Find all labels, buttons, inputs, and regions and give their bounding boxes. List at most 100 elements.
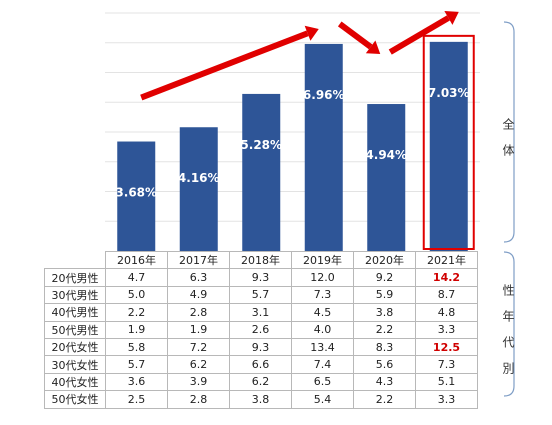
bracket-demographic xyxy=(503,251,515,397)
trend-arrow-head xyxy=(444,11,459,25)
row-label: 20代女性 xyxy=(44,337,106,357)
table-cell: 6.2 xyxy=(167,355,230,374)
table-cell: 3.6 xyxy=(105,372,168,392)
bar xyxy=(367,104,406,251)
bar-value-label: 4.94% xyxy=(365,148,407,162)
table-cell: 2.2 xyxy=(105,303,168,322)
year-header: 2018年 xyxy=(229,250,292,270)
bar-value-label: 4.16% xyxy=(178,171,220,185)
table-cell: 8.7 xyxy=(415,285,478,305)
year-header: 2021年 xyxy=(415,250,478,270)
bar xyxy=(179,127,218,251)
bracket-total xyxy=(503,21,515,243)
table-row: 20代女性 5.8 7.2 9.3 13.4 8.3 12.5 xyxy=(44,337,478,357)
table-row: 40代女性 3.6 3.9 6.2 6.5 4.3 5.1 xyxy=(44,372,478,392)
table-cell: 7.3 xyxy=(415,355,478,374)
table-cell: 1.9 xyxy=(105,320,168,339)
year-header: 2019年 xyxy=(291,250,354,270)
row-label: 30代女性 xyxy=(44,355,106,374)
table-cell: 3.3 xyxy=(415,320,478,339)
table-cell: 6.2 xyxy=(229,372,292,392)
bar-value-label: 7.03% xyxy=(428,86,470,100)
side-label-demographic: 性年代別 xyxy=(501,284,515,388)
table-cell: 4.9 xyxy=(167,285,230,305)
trend-arrow-head xyxy=(365,40,381,55)
table-cell: 12.0 xyxy=(291,268,354,287)
row-label: 40代男性 xyxy=(44,303,106,322)
table-corner xyxy=(44,251,106,270)
table-cell: 6.3 xyxy=(167,268,230,287)
table-cell: 2.8 xyxy=(167,390,230,409)
table-cell: 5.6 xyxy=(353,355,416,374)
table-cell: 2.5 xyxy=(105,390,168,409)
year-header: 2017年 xyxy=(167,250,230,270)
table-row: 20代男性 4.7 6.3 9.3 12.0 9.2 14.2 xyxy=(44,268,478,287)
table-cell: 9.2 xyxy=(353,268,416,287)
bars: 3.68% 4.16% 5.28% 6.96% 4.94% 7.03% xyxy=(115,34,475,251)
table-cell: 1.9 xyxy=(167,320,230,339)
side-label-total: 全体 xyxy=(501,118,515,170)
trend-arrow-shaft xyxy=(140,30,309,101)
row-label: 20代男性 xyxy=(44,268,106,287)
table-cell: 8.3 xyxy=(353,337,416,357)
table-cell: 5.0 xyxy=(105,285,168,305)
row-label: 50代男性 xyxy=(44,320,106,339)
table-cell: 5.7 xyxy=(229,285,292,305)
table-cell: 5.1 xyxy=(415,372,478,392)
table-cell: 3.8 xyxy=(353,303,416,322)
highlight-box xyxy=(422,34,475,250)
table-cell: 12.5 xyxy=(415,337,478,357)
table-cell: 9.3 xyxy=(229,268,292,287)
table-cell: 3.9 xyxy=(167,372,230,392)
table-cell: 5.4 xyxy=(291,390,354,409)
trend-arrow-head xyxy=(304,25,319,41)
bar xyxy=(117,141,156,251)
year-header: 2020年 xyxy=(353,250,416,270)
demographic-table: 2016年 2017年 2018年 2019年 2020年 2021年 20代男性 4.7 6… xyxy=(44,250,478,409)
row-label: 40代女性 xyxy=(44,372,106,392)
table-cell: 5.7 xyxy=(105,355,168,374)
bar xyxy=(242,93,281,251)
bar-value-label: 3.68% xyxy=(115,186,157,200)
table-cell: 2.2 xyxy=(353,390,416,409)
table-cell: 6.6 xyxy=(229,355,292,374)
table-row: 30代女性 5.7 6.2 6.6 7.4 5.6 7.3 xyxy=(44,355,478,374)
trend-arrow-shaft xyxy=(337,21,373,50)
table-cell: 4.7 xyxy=(105,268,168,287)
table-cell: 4.0 xyxy=(291,320,354,339)
bar xyxy=(304,43,343,251)
table-cell: 3.3 xyxy=(415,390,478,409)
table-row: 50代男性 1.9 1.9 2.6 4.0 2.2 3.3 xyxy=(44,320,478,339)
table-cell: 4.8 xyxy=(415,303,478,322)
bar-value-label: 6.96% xyxy=(303,88,345,102)
table-cell: 2.2 xyxy=(353,320,416,339)
table-cell: 7.2 xyxy=(167,337,230,357)
table-cell: 2.6 xyxy=(229,320,292,339)
table-cell: 7.4 xyxy=(291,355,354,374)
table-cell: 13.4 xyxy=(291,337,354,357)
row-label: 30代男性 xyxy=(44,285,106,305)
table-cell: 5.8 xyxy=(105,337,168,357)
table-cell: 5.9 xyxy=(353,285,416,305)
table-cell: 4.3 xyxy=(353,372,416,392)
year-header: 2016年 xyxy=(105,250,168,270)
row-label: 50代女性 xyxy=(44,390,106,409)
bar xyxy=(429,41,468,251)
gridlines xyxy=(105,12,480,222)
table-cell: 6.5 xyxy=(291,372,354,392)
table-cell: 3.8 xyxy=(229,390,292,409)
bar-value-label: 5.28% xyxy=(240,138,282,152)
table-cell: 7.3 xyxy=(291,285,354,305)
trend-arrows xyxy=(140,11,459,101)
table-row: 30代男性 5.0 4.9 5.7 7.3 5.9 8.7 xyxy=(44,285,478,305)
table-cell: 9.3 xyxy=(229,337,292,357)
trend-arrow-shaft xyxy=(388,15,450,55)
table-cell: 2.8 xyxy=(167,303,230,322)
table-cell: 14.2 xyxy=(415,268,478,287)
table-cell: 3.1 xyxy=(229,303,292,322)
table-cell: 4.5 xyxy=(291,303,354,322)
table-row: 40代男性 2.2 2.8 3.1 4.5 3.8 4.8 xyxy=(44,303,478,322)
table-header-row: 2016年 2017年 2018年 2019年 2020年 2021年 xyxy=(44,250,478,270)
table-row: 50代女性 2.5 2.8 3.8 5.4 2.2 3.3 xyxy=(44,390,478,409)
